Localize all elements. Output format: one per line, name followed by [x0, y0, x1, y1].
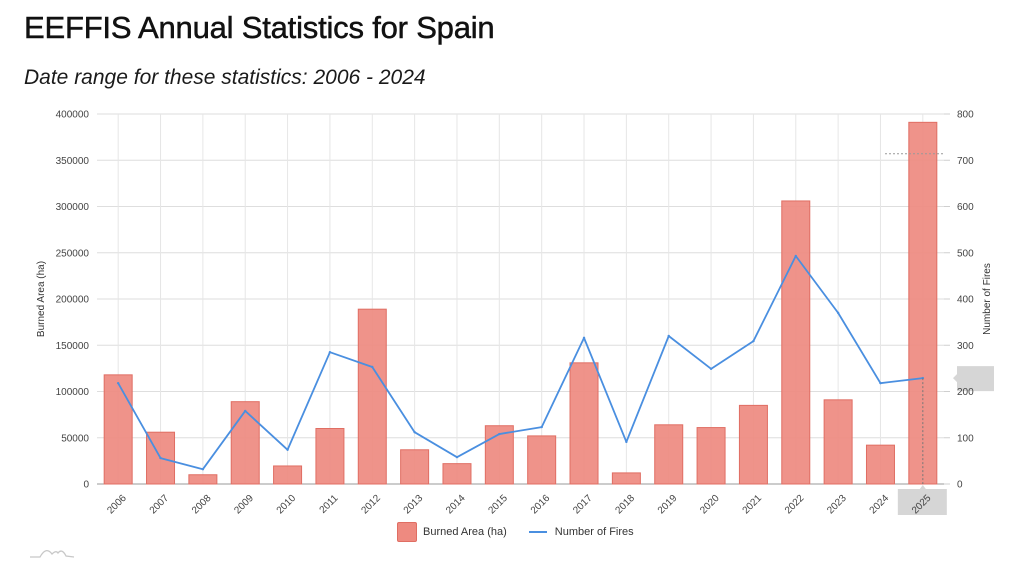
right-tick-label: 600 — [957, 202, 974, 213]
bar-2006[interactable] — [103, 374, 133, 485]
x-tick-label: 2016 — [529, 493, 553, 517]
bar-2019[interactable] — [654, 424, 684, 485]
x-tick-label: 2014 — [444, 493, 468, 517]
left-tick-label: 400000 — [56, 110, 90, 121]
fires-point-2016[interactable] — [540, 425, 543, 429]
left-tick-label: 0 — [83, 480, 89, 491]
grid-lines — [97, 113, 950, 485]
hover-crosshair — [885, 153, 994, 515]
bar-2018[interactable] — [611, 472, 641, 485]
bar-2014[interactable] — [442, 463, 472, 485]
left-tick-label: 50000 — [61, 433, 89, 444]
left-tick-label: 150000 — [56, 341, 90, 352]
bar-2015[interactable] — [484, 425, 514, 485]
bar-2010[interactable] — [273, 465, 303, 485]
right-tick-label: 400 — [957, 295, 974, 306]
fires-point-2019[interactable] — [667, 334, 670, 338]
fires-point-2012[interactable] — [371, 365, 374, 369]
fires-point-2013[interactable] — [413, 431, 416, 434]
fires-polyline[interactable] — [117, 255, 923, 471]
x-tick-label: 2007 — [148, 493, 172, 517]
fires-point-2023[interactable] — [836, 311, 840, 315]
fires-point-2022[interactable] — [794, 254, 797, 258]
right-axis-ticks: 0 100 200 300 400 500 600 700 800 — [957, 110, 974, 491]
x-tick-label: 2020 — [698, 493, 722, 517]
fires-point-2010[interactable] — [286, 448, 289, 451]
chart-legend: Burned Area (ha) Number of Fires — [397, 522, 634, 542]
right-tick-label: 200 — [957, 387, 974, 398]
x-tick-label: 2010 — [275, 493, 299, 517]
fires-point-2014[interactable] — [455, 455, 459, 459]
fires-point-2006[interactable] — [116, 381, 120, 385]
legend-label-burned-area[interactable]: Burned Area (ha) — [423, 526, 507, 538]
legend-label-number-of-fires[interactable]: Number of Fires — [554, 526, 634, 538]
bar-2011[interactable] — [315, 428, 345, 485]
fires-point-2017[interactable] — [582, 336, 586, 340]
logo-icon — [30, 550, 75, 558]
bar-2009[interactable] — [230, 401, 260, 485]
right-tick-label: 800 — [957, 110, 974, 121]
legend-bar-swatch[interactable] — [397, 522, 417, 542]
bar-2016[interactable] — [527, 435, 557, 485]
right-tick-label: 300 — [957, 341, 974, 352]
right-tick-label: 500 — [957, 248, 974, 259]
x-tick-label: 2008 — [190, 493, 214, 517]
x-hover-marker — [897, 485, 947, 515]
fires-point-2021[interactable] — [752, 339, 755, 343]
bars — [103, 121, 938, 485]
left-axis-title: Burned Area (ha) — [36, 261, 47, 337]
left-tick-label: 100000 — [56, 387, 90, 398]
bar-2021[interactable] — [738, 404, 768, 485]
left-tick-label: 350000 — [56, 156, 90, 167]
x-tick-label: 2019 — [656, 493, 680, 517]
x-tick-label: 2018 — [614, 493, 638, 517]
right-tick-label: 0 — [957, 480, 963, 491]
x-tick-label: 2024 — [868, 493, 892, 517]
fires-point-2020[interactable] — [709, 367, 713, 371]
fires-point-2018[interactable] — [625, 440, 628, 444]
bar-2013[interactable] — [400, 449, 430, 485]
date-range-subtitle: Date range for these statistics: 2006 - … — [24, 66, 426, 89]
fires-point-2024[interactable] — [879, 381, 882, 385]
bar-2022[interactable] — [781, 200, 811, 485]
x-tick-label: 2021 — [741, 493, 765, 517]
page-title: EEFFIS Annual Statistics for Spain — [24, 10, 495, 46]
y2-hover-marker — [953, 366, 994, 392]
x-tick-label: 2011 — [318, 493, 341, 516]
right-tick-label: 100 — [957, 433, 974, 444]
x-tick-label: 2023 — [825, 493, 849, 517]
x-axis-ticks: 2006 2007 2008 2009 2010 2011 2012 2013 2014 2015… — [105, 493, 933, 517]
bar-2020[interactable] — [696, 427, 726, 485]
x-tick-label: 2009 — [232, 493, 256, 517]
bar-2025[interactable] — [908, 121, 938, 485]
fires-point-2015[interactable] — [498, 432, 501, 436]
bar-2008[interactable] — [188, 474, 218, 485]
bar-2012[interactable] — [357, 308, 387, 485]
fires-line — [116, 254, 925, 471]
bar-2017[interactable] — [569, 362, 599, 485]
left-tick-label: 300000 — [56, 202, 90, 213]
fires-point-2025[interactable] — [921, 376, 925, 380]
x-tick-label: 2022 — [783, 493, 807, 517]
x-tick-label: 2013 — [402, 493, 426, 517]
right-tick-label: 700 — [957, 156, 974, 167]
left-tick-label: 200000 — [56, 295, 90, 306]
fires-point-2007[interactable] — [159, 456, 162, 460]
fires-point-2009[interactable] — [244, 409, 247, 413]
x-tick-label: 2015 — [486, 493, 510, 517]
fires-point-2011[interactable] — [328, 350, 332, 354]
x-tick-label: 2006 — [105, 493, 129, 517]
legend-line-swatch[interactable] — [528, 531, 547, 533]
fires-point-2008[interactable] — [201, 468, 205, 471]
right-axis-title: Number of Fires — [982, 263, 993, 335]
bar-2023[interactable] — [823, 399, 853, 485]
left-tick-label: 250000 — [56, 248, 90, 259]
x-tick-label: 2017 — [571, 493, 595, 517]
x-tick-label: 2012 — [359, 493, 383, 517]
bar-2024[interactable] — [865, 444, 895, 485]
left-axis-ticks: 0 50000 100000 150000 200000 250000 300000 3500… — [56, 110, 90, 491]
